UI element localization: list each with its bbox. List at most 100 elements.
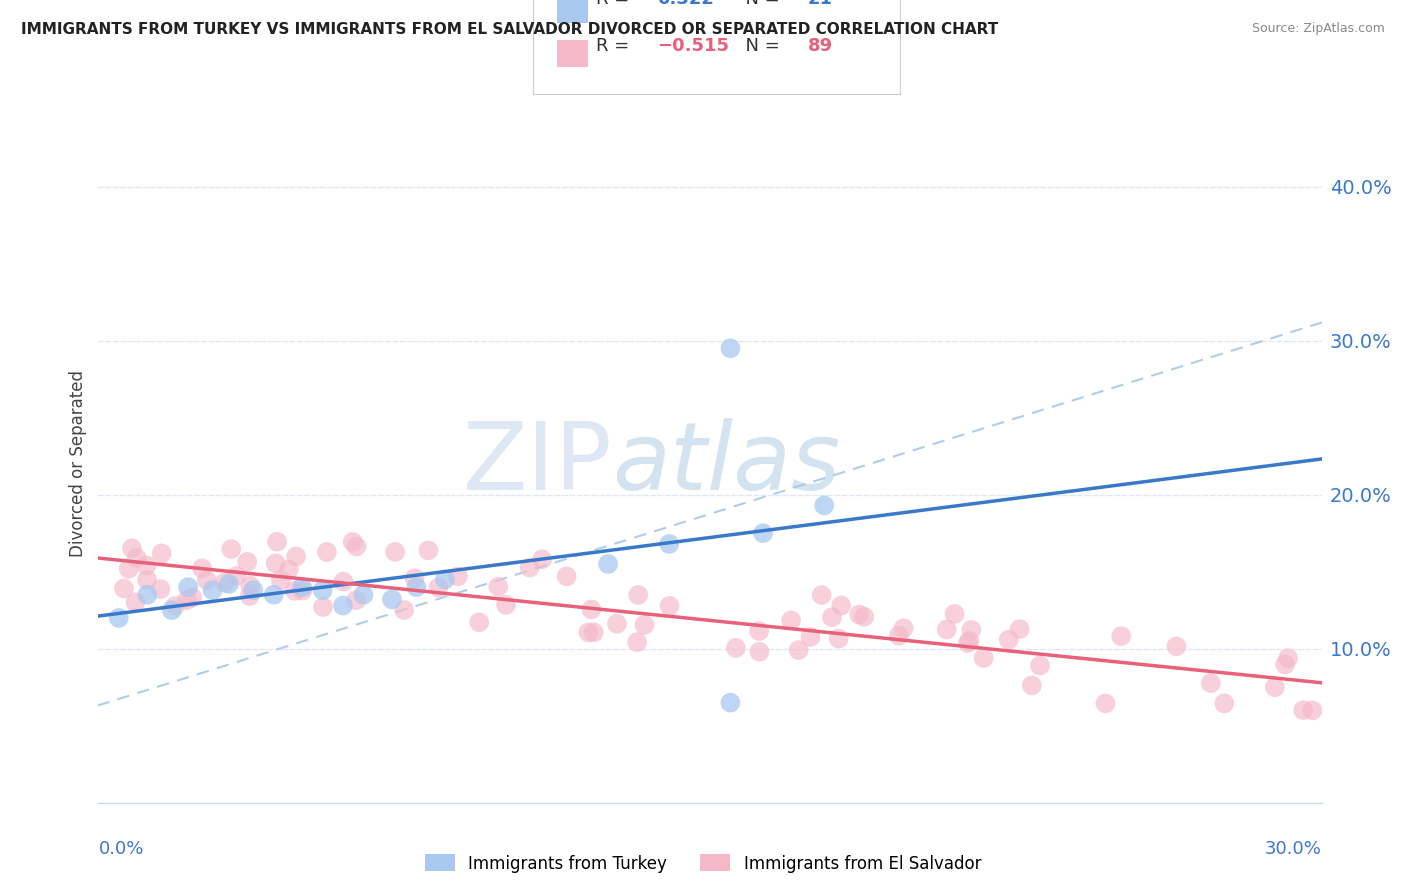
Point	[392, 603, 415, 617]
Point	[848, 607, 870, 622]
Point	[191, 561, 214, 575]
Point	[315, 545, 337, 559]
Point	[1292, 703, 1315, 717]
Point	[960, 623, 983, 637]
Y-axis label: Divorced or Separated: Divorced or Separated	[69, 370, 87, 558]
Point	[1029, 658, 1052, 673]
Point	[1021, 678, 1043, 692]
Text: atlas: atlas	[612, 418, 841, 509]
Point	[291, 583, 314, 598]
Point	[1199, 676, 1222, 690]
Point	[1277, 651, 1299, 665]
Text: R =: R =	[596, 37, 641, 54]
Point	[118, 562, 141, 576]
Point	[1264, 680, 1286, 694]
Point	[149, 582, 172, 596]
Point	[125, 550, 148, 565]
Point	[135, 558, 157, 573]
Point	[1340, 703, 1362, 717]
Point	[332, 599, 354, 613]
Point	[236, 555, 259, 569]
Point	[935, 623, 957, 637]
Point	[821, 610, 844, 624]
Point	[136, 588, 159, 602]
Point	[853, 609, 876, 624]
Point	[225, 569, 247, 583]
Point	[332, 574, 354, 589]
Text: 30.0%: 30.0%	[1265, 840, 1322, 858]
Point	[720, 696, 742, 710]
Point	[136, 573, 159, 587]
Point	[181, 591, 204, 605]
Point	[404, 571, 426, 585]
Point	[468, 615, 491, 630]
Point	[943, 607, 966, 621]
FancyBboxPatch shape	[533, 0, 900, 95]
Point	[263, 588, 285, 602]
Point	[239, 579, 262, 593]
Point	[285, 549, 308, 564]
Text: 21: 21	[808, 0, 832, 8]
Point	[177, 580, 200, 594]
Point	[112, 582, 135, 596]
Point	[342, 534, 364, 549]
Point	[658, 599, 681, 613]
Text: 89: 89	[808, 37, 832, 54]
Point	[780, 614, 803, 628]
Point	[627, 588, 650, 602]
Point	[724, 640, 747, 655]
Point	[352, 588, 374, 602]
Point	[239, 589, 262, 603]
Point	[813, 499, 835, 513]
Point	[1213, 697, 1236, 711]
Point	[312, 583, 335, 598]
Point	[1340, 702, 1362, 716]
Text: 0.0%: 0.0%	[98, 840, 143, 858]
Point	[555, 569, 578, 583]
Point	[799, 630, 821, 644]
Point	[787, 643, 810, 657]
Text: R =: R =	[596, 0, 641, 8]
Point	[606, 616, 628, 631]
Point	[486, 580, 509, 594]
Point	[160, 603, 183, 617]
Point	[830, 599, 852, 613]
Point	[495, 598, 517, 612]
Point	[956, 636, 979, 650]
Point	[1301, 703, 1323, 717]
Point	[312, 600, 335, 615]
Point	[150, 546, 173, 560]
Point	[748, 645, 770, 659]
Point	[447, 569, 470, 583]
Point	[997, 632, 1019, 647]
Text: N =: N =	[734, 37, 792, 54]
Point	[581, 602, 603, 616]
Point	[576, 625, 599, 640]
Point	[165, 599, 187, 613]
Point	[434, 573, 457, 587]
Point	[531, 552, 554, 566]
Point	[264, 556, 287, 570]
Point	[418, 543, 440, 558]
Point	[959, 634, 981, 648]
Point	[405, 580, 427, 594]
Point	[176, 593, 198, 607]
Point	[519, 560, 541, 574]
Text: Source: ZipAtlas.com: Source: ZipAtlas.com	[1251, 22, 1385, 36]
Point	[893, 621, 915, 635]
Point	[284, 583, 307, 598]
Point	[887, 629, 910, 643]
Point	[218, 577, 240, 591]
Point	[427, 581, 450, 595]
Point	[384, 545, 406, 559]
Point	[748, 624, 770, 638]
Point	[752, 526, 775, 541]
Point	[827, 632, 849, 646]
FancyBboxPatch shape	[557, 0, 588, 23]
Point	[344, 593, 367, 607]
Point	[810, 588, 832, 602]
Text: IMMIGRANTS FROM TURKEY VS IMMIGRANTS FROM EL SALVADOR DIVORCED OR SEPARATED CORR: IMMIGRANTS FROM TURKEY VS IMMIGRANTS FRO…	[21, 22, 998, 37]
Point	[1094, 697, 1116, 711]
Point	[270, 573, 292, 587]
Point	[346, 540, 368, 554]
